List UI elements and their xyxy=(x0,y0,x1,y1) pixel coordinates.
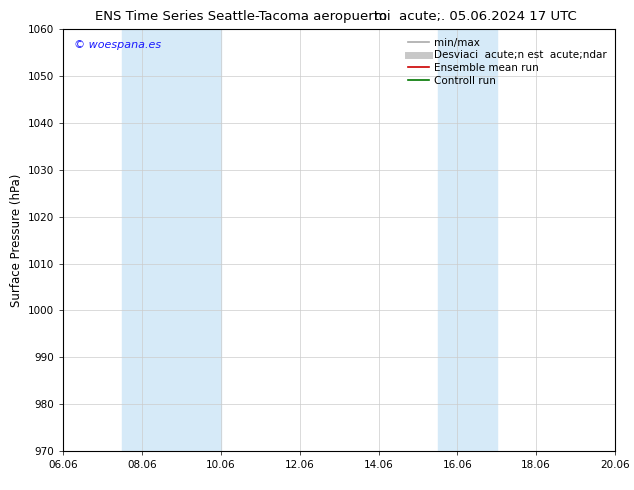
Text: © woespana.es: © woespana.es xyxy=(74,40,162,50)
Bar xyxy=(122,29,221,451)
Legend: min/max, Desviaci  acute;n est  acute;ndar, Ensemble mean run, Controll run: min/max, Desviaci acute;n est acute;ndar… xyxy=(404,35,610,89)
Bar xyxy=(437,29,497,451)
Y-axis label: Surface Pressure (hPa): Surface Pressure (hPa) xyxy=(10,173,23,307)
Text: ENS Time Series Seattle-Tacoma aeropuerto: ENS Time Series Seattle-Tacoma aeropuert… xyxy=(95,10,387,23)
Text: mi  acute;. 05.06.2024 17 UTC: mi acute;. 05.06.2024 17 UTC xyxy=(374,10,577,23)
